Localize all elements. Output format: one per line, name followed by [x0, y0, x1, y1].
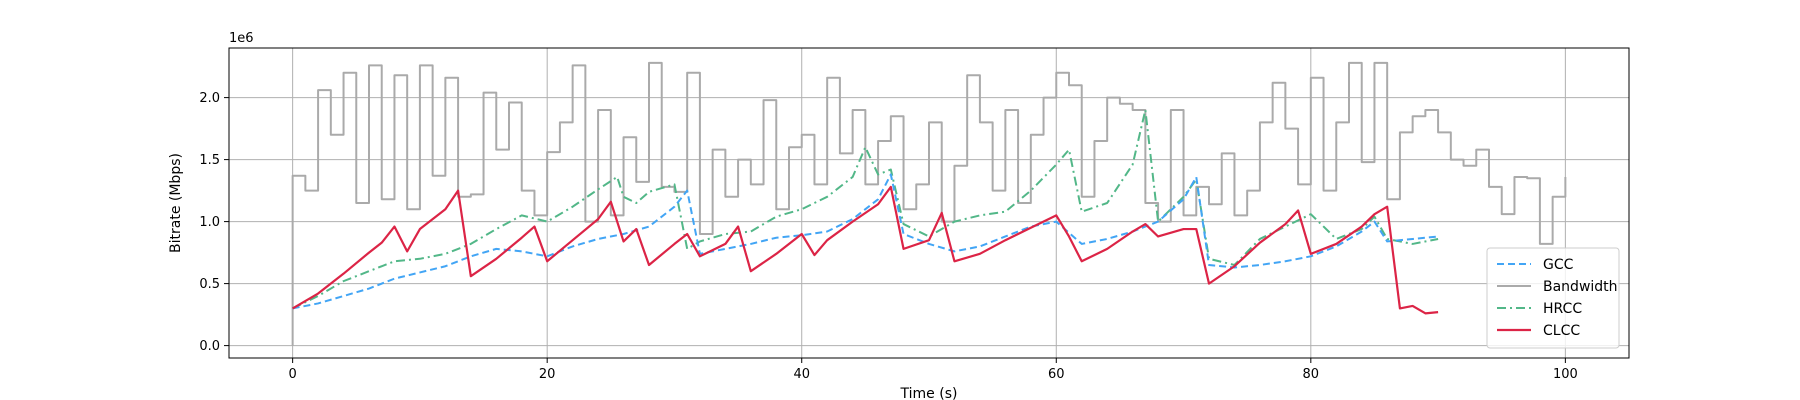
- y-axis-offset-label: 1e6: [229, 31, 254, 46]
- y-axis-ticks: 0.0 0.5 1.0 1.5 2.0: [199, 91, 229, 354]
- y-axis-label: Bitrate (Mbps): [168, 153, 184, 253]
- legend: GCC Bandwidth HRCC CLCC: [1486, 247, 1620, 349]
- legend-label-bandwidth: Bandwidth: [1543, 279, 1618, 295]
- x-tick-label: 40: [793, 367, 810, 382]
- series-line-bandwidth: [291, 61, 1567, 346]
- y-tick-label: 0.5: [199, 277, 220, 292]
- x-tick-label: 0: [288, 367, 296, 382]
- legend-box: [1486, 247, 1620, 349]
- plot-series: [291, 61, 1567, 346]
- series-line-gcc: [292, 173, 1439, 310]
- plot-frame: [228, 47, 1630, 359]
- y-tick-label: 1.0: [199, 215, 220, 230]
- x-axis-label: Time (s): [900, 386, 958, 400]
- x-tick-label: 80: [1303, 367, 1320, 382]
- legend-label-clcc: CLCC: [1543, 323, 1580, 339]
- legend-label-hrcc: HRCC: [1543, 301, 1582, 317]
- y-tick-label: 1.5: [199, 153, 220, 168]
- y-tick-label: 0.0: [199, 339, 220, 354]
- legend-label-gcc: GCC: [1543, 257, 1574, 273]
- y-tick-label: 2.0: [199, 91, 220, 106]
- x-tick-label: 100: [1553, 367, 1578, 382]
- x-tick-label: 60: [1048, 367, 1065, 382]
- series-line-clcc: [292, 185, 1439, 315]
- x-axis-ticks: 0 20 40 60 80 100: [288, 358, 1578, 382]
- x-tick-label: 20: [539, 367, 556, 382]
